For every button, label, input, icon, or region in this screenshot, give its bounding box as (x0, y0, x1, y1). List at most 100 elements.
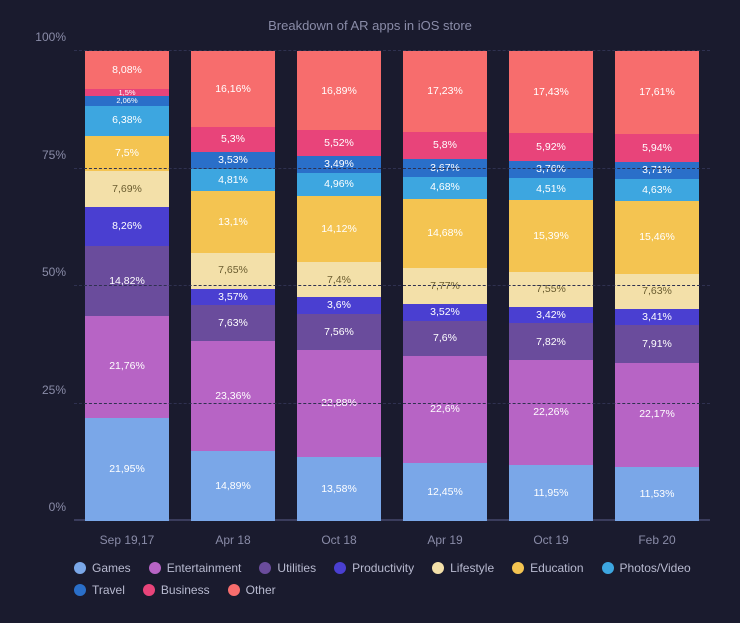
bar-segment-lifestyle: 7,65% (191, 253, 275, 289)
bar-segment-games: 13,58% (297, 457, 381, 521)
bar-column: 11,53%22,17%7,91%3,41%7,63%15,46%4,63%3,… (615, 51, 699, 521)
legend-swatch-icon (512, 562, 524, 574)
bar-segment-travel: 3,71% (615, 162, 699, 179)
legend-swatch-icon (143, 584, 155, 596)
bar-segment-education: 14,12% (297, 196, 381, 262)
x-axis: Sep 19,17Apr 18Oct 18Apr 19Oct 19Feb 20 (74, 521, 710, 547)
legend-label: Productivity (352, 561, 414, 575)
legend-swatch-icon (602, 562, 614, 574)
legend: Games Entertainment Utilities Productivity L… (74, 561, 710, 597)
bar-segment-productivity: 8,26% (85, 207, 169, 246)
bar-segment-photos_video: 6,38% (85, 106, 169, 136)
legend-label: Education (530, 561, 583, 575)
bar-segment-education: 15,39% (509, 200, 593, 272)
legend-item-photos_video: Photos/Video (602, 561, 691, 575)
bar-segment-entertainment: 23,36% (191, 341, 275, 451)
bar-column: 12,45%22,6%7,6%3,52%7,77%14,68%4,68%3,67… (403, 51, 487, 521)
gridline (74, 403, 710, 404)
gridline (74, 50, 710, 51)
bar-segment-productivity: 3,6% (297, 297, 381, 314)
legend-label: Photos/Video (620, 561, 691, 575)
legend-swatch-icon (334, 562, 346, 574)
y-tick-label: 75% (42, 148, 66, 162)
bar-segment-games: 21,95% (85, 418, 169, 521)
legend-item-games: Games (74, 561, 131, 575)
legend-item-productivity: Productivity (334, 561, 414, 575)
bar-segment-lifestyle: 7,4% (297, 262, 381, 297)
bar-segment-utilities: 14,82% (85, 246, 169, 316)
bar-column: 13,58%22,88%7,56%3,6%7,4%14,12%4,96%3,49… (297, 51, 381, 521)
y-tick-label: 0% (49, 500, 66, 514)
bars-container: 21,95%21,76%14,82%8,26%7,69%7,5%6,38%2,0… (74, 51, 710, 521)
bar-segment-other: 16,89% (297, 51, 381, 130)
bar-segment-business: 5,8% (403, 132, 487, 159)
y-tick-label: 25% (42, 383, 66, 397)
bar-column: 14,89%23,36%7,63%3,57%7,65%13,1%4,81%3,5… (191, 51, 275, 521)
legend-label: Games (92, 561, 131, 575)
chart-body: 21,95%21,76%14,82%8,26%7,69%7,5%6,38%2,0… (74, 51, 710, 521)
gridline (74, 168, 710, 169)
bar-segment-photos_video: 4,68% (403, 177, 487, 199)
legend-label: Lifestyle (450, 561, 494, 575)
bar-segment-utilities: 7,56% (297, 314, 381, 350)
bar-segment-other: 17,43% (509, 51, 593, 133)
legend-swatch-icon (432, 562, 444, 574)
x-tick-label: Oct 18 (297, 533, 381, 547)
bar-segment-productivity: 3,42% (509, 307, 593, 323)
legend-swatch-icon (259, 562, 271, 574)
bar-segment-travel: 3,53% (191, 152, 275, 169)
x-tick-label: Oct 19 (509, 533, 593, 547)
bar-segment-business: 5,94% (615, 134, 699, 162)
bar-column: 21,95%21,76%14,82%8,26%7,69%7,5%6,38%2,0… (85, 51, 169, 521)
bar-segment-education: 15,46% (615, 201, 699, 274)
bar-segment-photos_video: 4,51% (509, 178, 593, 199)
bar-segment-education: 14,68% (403, 199, 487, 268)
bar-segment-games: 14,89% (191, 451, 275, 521)
bar-segment-entertainment: 22,17% (615, 363, 699, 467)
stacked-bar-chart: Breakdown of AR apps in iOS store 0% 25% 5… (0, 0, 740, 623)
bar-segment-photos_video: 4,81% (191, 169, 275, 192)
legend-item-utilities: Utilities (259, 561, 316, 575)
bar-segment-photos_video: 4,96% (297, 173, 381, 196)
y-axis: 0%25%50%75%100% (30, 51, 74, 521)
plot-area: 0%25%50%75%100% 21,95%21,76%14,82%8,26%7… (30, 51, 710, 521)
bar-segment-travel: 2,06% (85, 96, 169, 106)
legend-swatch-icon (228, 584, 240, 596)
bar-segment-education: 13,1% (191, 191, 275, 253)
x-tick-label: Sep 19,17 (85, 533, 169, 547)
legend-item-business: Business (143, 583, 210, 597)
y-tick-label: 100% (35, 30, 66, 44)
legend-swatch-icon (74, 584, 86, 596)
bar-segment-business: 1,5% (85, 89, 169, 96)
bar-segment-productivity: 3,57% (191, 289, 275, 306)
bar-segment-utilities: 7,82% (509, 323, 593, 360)
legend-item-entertainment: Entertainment (149, 561, 242, 575)
bar-segment-utilities: 7,63% (191, 305, 275, 341)
bar-segment-other: 17,23% (403, 51, 487, 132)
bar-segment-travel: 3,76% (509, 161, 593, 179)
legend-label: Business (161, 583, 210, 597)
bar-segment-other: 17,61% (615, 51, 699, 134)
legend-swatch-icon (74, 562, 86, 574)
legend-label: Utilities (277, 561, 316, 575)
bar-column: 11,95%22,26%7,82%3,42%7,55%15,39%4,51%3,… (509, 51, 593, 521)
chart-title: Breakdown of AR apps in iOS store (30, 18, 710, 33)
y-tick-label: 50% (42, 265, 66, 279)
bar-segment-lifestyle: 7,55% (509, 272, 593, 307)
x-tick-label: Feb 20 (615, 533, 699, 547)
bar-segment-photos_video: 4,63% (615, 179, 699, 201)
bar-segment-games: 11,95% (509, 465, 593, 521)
bar-segment-business: 5,52% (297, 130, 381, 156)
bar-segment-productivity: 3,52% (403, 304, 487, 321)
legend-label: Entertainment (167, 561, 242, 575)
bar-segment-business: 5,92% (509, 133, 593, 161)
bar-segment-education: 7,5% (85, 136, 169, 171)
legend-item-education: Education (512, 561, 583, 575)
bar-segment-travel: 3,49% (297, 156, 381, 172)
bar-segment-other: 8,08% (85, 51, 169, 89)
bar-segment-utilities: 7,6% (403, 321, 487, 357)
bar-segment-other: 16,16% (191, 51, 275, 127)
bar-segment-games: 11,53% (615, 467, 699, 521)
bar-segment-entertainment: 22,6% (403, 356, 487, 462)
x-tick-label: Apr 18 (191, 533, 275, 547)
